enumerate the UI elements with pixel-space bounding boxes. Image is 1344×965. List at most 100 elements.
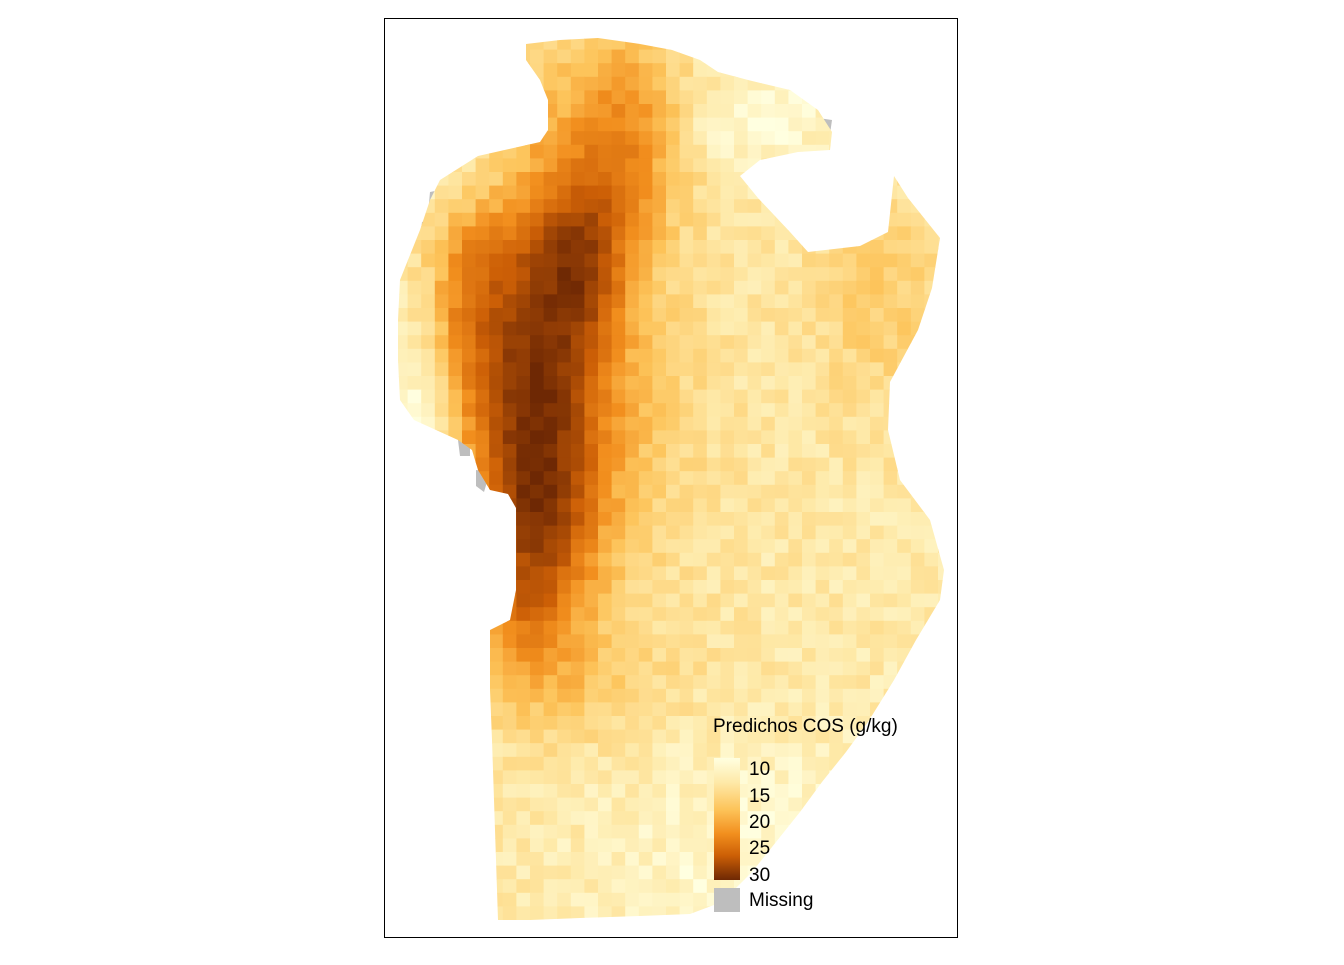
raster-cell	[516, 539, 531, 554]
raster-cell	[489, 158, 504, 173]
raster-cell	[611, 729, 626, 744]
raster-cell	[693, 852, 708, 867]
raster-cell	[557, 212, 572, 227]
raster-cell	[598, 675, 613, 690]
raster-cell	[652, 90, 667, 105]
raster-cell	[638, 444, 653, 459]
raster-cell	[788, 362, 803, 377]
raster-cell	[584, 852, 599, 867]
raster-cell	[802, 362, 817, 377]
raster-cell	[679, 185, 694, 200]
raster-cell	[842, 403, 857, 418]
raster-cell	[788, 784, 803, 799]
raster-cell	[516, 648, 531, 663]
raster-cell	[502, 811, 517, 826]
raster-cell	[706, 539, 721, 554]
raster-cell	[611, 566, 626, 581]
raster-cell	[611, 593, 626, 608]
raster-cell	[747, 784, 762, 799]
raster-cell	[625, 457, 640, 472]
raster-cell	[679, 90, 694, 105]
raster-cell	[489, 185, 504, 200]
raster-cell	[516, 729, 531, 744]
raster-cell	[679, 702, 694, 717]
raster-cell	[870, 457, 885, 472]
raster-cell	[638, 199, 653, 214]
raster-cell	[570, 498, 585, 513]
raster-cell	[666, 117, 681, 132]
raster-cell	[829, 525, 844, 540]
raster-cell	[774, 811, 789, 826]
raster-cell	[638, 430, 653, 445]
raster-cell	[706, 525, 721, 540]
raster-cell	[598, 416, 613, 431]
raster-cell	[557, 797, 572, 812]
raster-cell	[434, 348, 449, 363]
raster-cell	[720, 620, 735, 635]
raster-cell	[611, 457, 626, 472]
raster-cell	[693, 335, 708, 350]
raster-cell	[734, 539, 749, 554]
raster-cell	[666, 240, 681, 255]
raster-cell	[611, 756, 626, 771]
raster-cell	[502, 865, 517, 880]
raster-cell	[543, 539, 558, 554]
raster-cell	[652, 49, 667, 64]
raster-cell	[638, 525, 653, 540]
raster-cell	[774, 280, 789, 295]
raster-cell	[570, 688, 585, 703]
raster-cell	[462, 240, 477, 255]
raster-cell	[598, 199, 613, 214]
raster-cell	[530, 430, 545, 445]
raster-cell	[870, 566, 885, 581]
raster-cell	[570, 797, 585, 812]
raster-cell	[530, 906, 545, 920]
raster-cell	[883, 348, 898, 363]
raster-cell	[788, 104, 803, 119]
raster-cell	[638, 498, 653, 513]
raster-cell	[652, 172, 667, 187]
raster-cell	[842, 688, 857, 703]
raster-cell	[611, 376, 626, 391]
raster-cell	[815, 512, 830, 527]
raster-cell	[734, 348, 749, 363]
raster-cell	[842, 471, 857, 486]
raster-cell	[557, 811, 572, 826]
raster-cell	[638, 63, 653, 78]
raster-cell	[652, 688, 667, 703]
raster-cell	[938, 552, 944, 567]
raster-cell	[557, 444, 572, 459]
raster-cell	[584, 253, 599, 268]
raster-cell	[706, 240, 721, 255]
raster-cell	[747, 457, 762, 472]
raster-cell	[475, 185, 490, 200]
raster-cell	[802, 539, 817, 554]
raster-cell	[815, 444, 830, 459]
raster-cell	[638, 253, 653, 268]
raster-cell	[611, 199, 626, 214]
raster-cell	[584, 580, 599, 595]
raster-cell	[842, 444, 857, 459]
raster-cell	[842, 308, 857, 323]
raster-cell	[652, 716, 667, 731]
raster-cell	[666, 811, 681, 826]
raster-cell	[638, 620, 653, 635]
raster-cell	[625, 185, 640, 200]
raster-cell	[815, 688, 830, 703]
raster-cell	[788, 607, 803, 622]
raster-cell	[734, 566, 749, 581]
raster-cell	[584, 280, 599, 295]
raster-cell	[897, 607, 912, 622]
raster-cell	[788, 457, 803, 472]
raster-cell	[747, 756, 762, 771]
legend-tick-label: 15	[749, 786, 771, 807]
raster-cell	[448, 362, 463, 377]
raster-cell	[557, 539, 572, 554]
raster-cell	[516, 865, 531, 880]
raster-cell	[842, 539, 857, 554]
raster-cell	[598, 661, 613, 676]
raster-cell	[679, 580, 694, 595]
raster-cell	[652, 865, 667, 880]
raster-cell	[611, 743, 626, 758]
raster-cell	[502, 906, 517, 920]
